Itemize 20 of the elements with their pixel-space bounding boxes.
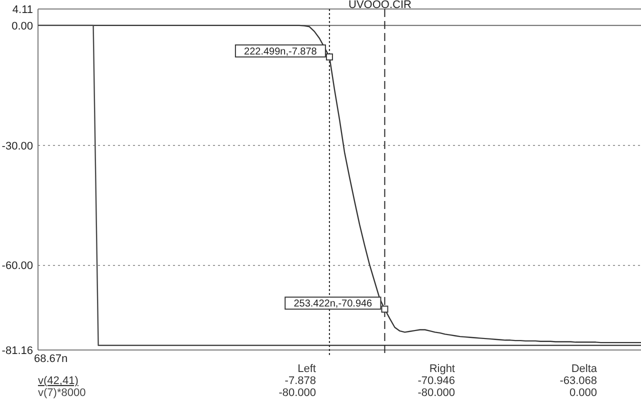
y-tick-label: 4.11 bbox=[12, 4, 33, 16]
text: -63.068 bbox=[560, 375, 597, 387]
chart-title: UVOOO.CIR bbox=[348, 0, 412, 11]
data-label: 253.422n,-70.946 bbox=[294, 298, 373, 310]
text: v(42,41) bbox=[38, 375, 78, 387]
text: 0.000 bbox=[569, 387, 597, 399]
text: Right bbox=[429, 363, 455, 375]
text: -80.000 bbox=[418, 387, 455, 399]
text: -70.946 bbox=[418, 375, 455, 387]
y-tick-label: -60.00 bbox=[2, 260, 33, 272]
text: Delta bbox=[571, 363, 598, 375]
data-label: 222.499n,-7.878 bbox=[244, 46, 318, 58]
y-tick-label: -81.16 bbox=[2, 344, 33, 357]
y-tick-label: 0.00 bbox=[12, 20, 33, 32]
text: -80.000 bbox=[278, 387, 316, 399]
y-tick-label: -30.00 bbox=[2, 140, 33, 152]
text: 68.67n bbox=[34, 353, 68, 365]
text: Left bbox=[298, 363, 316, 375]
text: -7.878 bbox=[284, 375, 316, 387]
text: v(7)*8000 bbox=[38, 387, 86, 399]
